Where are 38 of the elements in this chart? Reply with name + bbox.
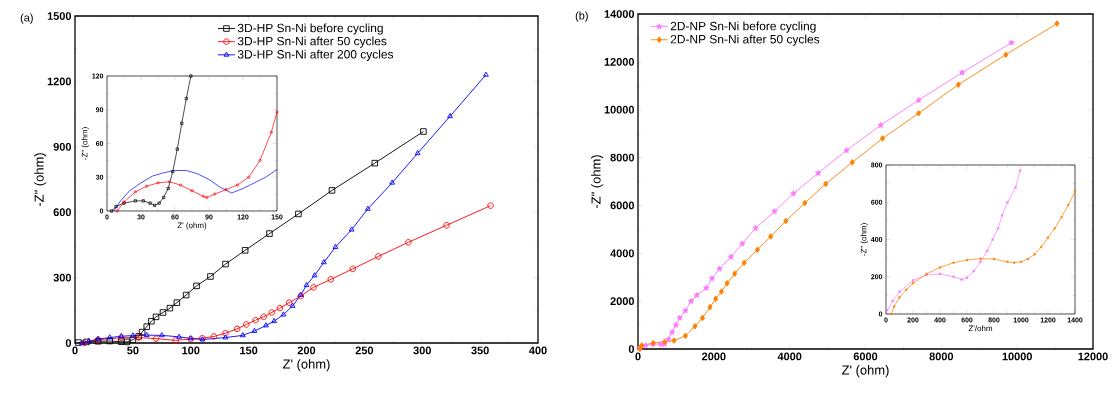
x-tick-label: 200 (297, 346, 316, 355)
y-tick-label: 0 (65, 339, 72, 347)
x-tick-label: 0 (635, 352, 641, 361)
legend-label: 3D-HP Sn-Ni after 50 cycles (237, 36, 387, 48)
text: (b) (575, 11, 588, 22)
y-tick-label: 12000 (604, 57, 635, 66)
x-tick-label: 50 (127, 346, 139, 355)
x-tick-label: 2000 (702, 352, 726, 361)
legend-label: 2D-NP Sn-Ni before cycling (670, 21, 816, 33)
legend-label: 3D-HP Sn-Ni after 200 cycles (237, 49, 394, 61)
x-tick-label: 300 (413, 346, 431, 355)
x-tick-label: 250 (355, 346, 374, 355)
y-tick-label: 2000 (610, 297, 635, 306)
x-tick-label: 0 (72, 346, 78, 355)
y-tick-label: 4000 (610, 249, 635, 258)
x-tick-label: 100 (182, 346, 200, 355)
x-tick-label: 350 (471, 346, 489, 355)
legend-label: 2D-NP Sn-Ni after 50 cycles (670, 34, 820, 46)
x-tick-label: 10000 (1002, 352, 1032, 361)
x-tick-label: 8000 (929, 352, 954, 361)
y-axis-title: -Z" (ohm) (591, 155, 604, 209)
y-tick-label: 300 (53, 273, 72, 282)
x-axis-title: Z' (ohm) (842, 365, 889, 378)
y-tick-label: 8000 (610, 153, 635, 162)
y-axis-title: -Z" (ohm) (34, 153, 47, 207)
y-tick-label: 10000 (604, 105, 635, 114)
x-tick-label: 400 (529, 346, 547, 355)
y-tick-label: 6000 (610, 201, 635, 210)
text: (a) (20, 13, 33, 24)
y-tick-label: 1500 (47, 12, 72, 20)
x-tick-label: 4000 (777, 352, 802, 361)
x-tick-label: 12000 (1078, 352, 1108, 361)
y-tick-label: 14000 (604, 10, 635, 18)
x-tick-label: 150 (240, 346, 258, 355)
x-axis-title: Z' (ohm) (283, 359, 330, 372)
y-tick-label: 900 (53, 142, 72, 151)
legend-label: 3D-HP Sn-Ni before cycling (237, 23, 383, 35)
y-tick-label: 1200 (47, 77, 72, 86)
